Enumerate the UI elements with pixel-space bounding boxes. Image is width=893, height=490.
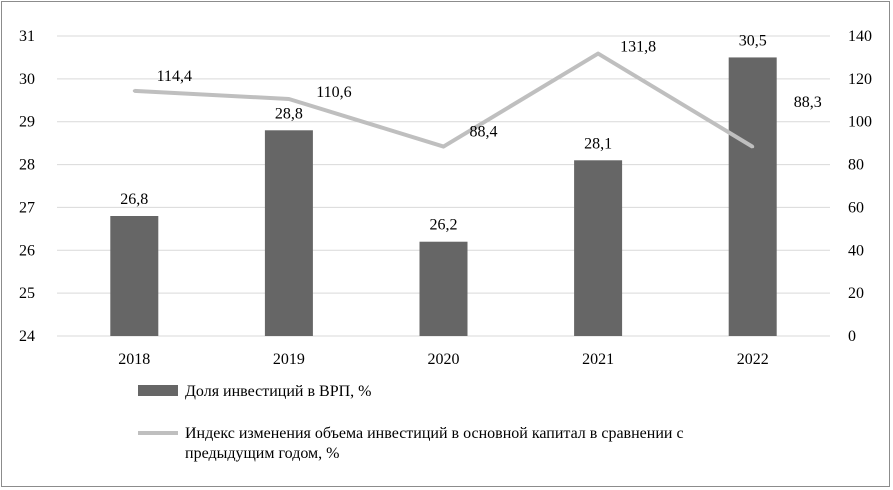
x-tick-label: 2020	[428, 351, 460, 368]
line-point	[287, 97, 291, 101]
line-point	[596, 52, 600, 56]
line-data-label: 110,6	[316, 84, 351, 101]
left-tick-label: 25	[19, 285, 35, 302]
left-tick-label: 24	[19, 328, 35, 345]
right-tick-label: 80	[848, 157, 864, 174]
left-tick-label: 30	[19, 71, 35, 88]
bar	[264, 130, 313, 336]
left-tick-label: 27	[19, 199, 35, 216]
bar-data-label: 26,8	[120, 191, 148, 208]
bar	[728, 57, 777, 337]
right-tick-label: 140	[848, 28, 872, 45]
bar-data-label: 26,2	[430, 217, 458, 234]
bar	[419, 241, 468, 336]
legend: Доля инвестиций в ВРП, % Индекс изменения…	[138, 383, 684, 462]
right-tick-label: 0	[848, 328, 856, 345]
line-series	[132, 51, 755, 149]
data-labels: 26,8 28,8 26,2 28,1 30,5 114,4 110,6 88,4 131,8 8…	[120, 32, 821, 233]
line-data-label: 114,4	[157, 68, 192, 85]
right-tick-label: 120	[848, 71, 872, 88]
left-tick-label: 26	[19, 242, 35, 259]
bar-data-label: 28,8	[275, 105, 303, 122]
legend-label-line-part: предыдущим годом, %	[185, 445, 339, 462]
legend-label-line: Индекс изменения объема инвестиций в осн…	[185, 425, 684, 462]
line-data-label: 131,8	[620, 39, 656, 56]
line-point	[132, 89, 136, 93]
legend-swatch-bar	[138, 385, 178, 396]
x-axis: 2018 2019 2020 2021 2022	[118, 351, 768, 368]
right-tick-label: 40	[848, 242, 864, 259]
right-axis: 0 20 40 60 80 100 120 140	[848, 28, 872, 345]
right-tick-label: 20	[848, 285, 864, 302]
right-tick-label: 100	[848, 114, 872, 131]
line-point	[751, 145, 755, 149]
x-tick-label: 2022	[737, 351, 769, 368]
bar	[574, 160, 623, 336]
line-data-label: 88,4	[470, 124, 498, 141]
line-data-label: 88,3	[794, 94, 822, 111]
x-tick-label: 2018	[118, 351, 150, 368]
right-tick-label: 60	[848, 199, 864, 216]
x-tick-label: 2021	[582, 351, 614, 368]
series-line	[134, 51, 754, 149]
left-axis: 24 25 26 27 28 29 30 31	[19, 28, 35, 345]
bar-data-label: 30,5	[739, 32, 767, 49]
left-tick-label: 29	[19, 114, 35, 131]
bar-data-label: 28,1	[584, 135, 612, 152]
left-tick-label: 28	[19, 157, 35, 174]
bar	[110, 216, 159, 336]
line-point	[442, 145, 445, 149]
legend-label-bar: Доля инвестиций в ВРП, %	[185, 383, 371, 400]
bar-series	[110, 57, 777, 337]
x-tick-label: 2019	[273, 351, 305, 368]
left-tick-label: 31	[19, 28, 35, 45]
legend-label-line-part: Индекс изменения объема инвестиций в осн…	[185, 425, 684, 442]
